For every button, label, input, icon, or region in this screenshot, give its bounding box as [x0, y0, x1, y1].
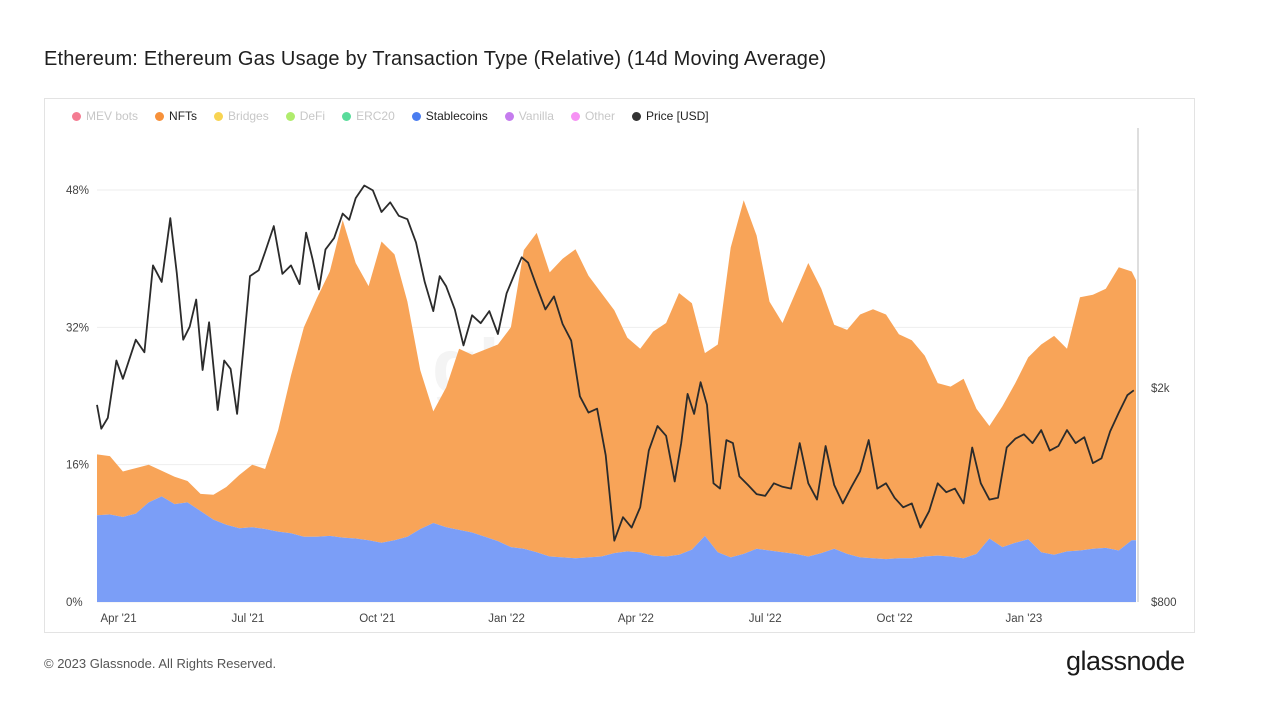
legend-dot-icon [214, 111, 224, 121]
legend-label: DeFi [299, 109, 326, 123]
legend-dot-icon [342, 111, 352, 121]
legend-label: Other [584, 109, 615, 123]
x-tick-label: Apr '21 [101, 613, 137, 625]
legend-label: Stablecoins [425, 109, 488, 123]
legend-dot-icon [570, 111, 580, 121]
legend-dot-icon [155, 111, 165, 121]
legend-dot-icon [631, 111, 641, 121]
y-right-tick-label: $2k [1151, 383, 1170, 395]
legend-item-nfts[interactable]: NFTs [155, 109, 197, 123]
x-tick-label: Jan '22 [488, 613, 525, 625]
legend-label: Vanilla [518, 109, 554, 123]
x-tick-label: Apr '22 [618, 613, 654, 625]
x-tick-label: Jul '21 [231, 613, 264, 625]
legend-item-other[interactable]: Other [570, 109, 615, 123]
chart-legend: MEV bots NFTs Bridges DeFi ERC20 Stablecoins V… [72, 109, 726, 123]
legend-item-erc20[interactable]: ERC20 [342, 109, 395, 123]
chart-panel [44, 98, 1195, 633]
x-tick-label: Jul '22 [749, 613, 782, 625]
legend-item-defi[interactable]: DeFi [285, 109, 326, 123]
x-tick-label: Jan '23 [1006, 613, 1043, 625]
y-tick-label: 16% [66, 460, 89, 472]
y-right-tick-label: $800 [1151, 597, 1177, 609]
legend-label: Price [USD] [645, 109, 709, 123]
legend-dot-icon [504, 111, 514, 121]
nfts-area [97, 200, 1136, 560]
legend-item-vanilla[interactable]: Vanilla [504, 109, 554, 123]
legend-item-stablecoins[interactable]: Stablecoins [411, 109, 488, 123]
y-tick-label: 32% [66, 322, 89, 334]
legend-label: NFTs [169, 109, 198, 123]
brand-logo[interactable]: glassnode [1066, 646, 1185, 676]
stablecoins-area [97, 496, 1136, 602]
price-line [96, 184, 1135, 542]
legend-label: Bridges [228, 109, 269, 123]
legend-item-bridges[interactable]: Bridges [214, 109, 269, 123]
legend-dot-icon [72, 111, 81, 121]
y-tick-label: 48% [66, 185, 89, 197]
y-tick-label: 0% [66, 597, 83, 609]
legend-dot-icon [411, 111, 421, 121]
x-tick-label: Oct '22 [877, 613, 913, 625]
legend-label: ERC20 [356, 109, 395, 123]
x-tick-label: Oct '21 [359, 613, 395, 625]
copyright-notice: © 2023 Glassnode. All Rights Reserved. [44, 656, 277, 671]
chart-title: Ethereum: Ethereum Gas Usage by Transact… [44, 48, 827, 70]
legend-item-price-usd[interactable]: Price [USD] [631, 109, 709, 123]
legend-item-mev-bots[interactable]: MEV bots [72, 109, 138, 123]
legend-dot-icon [285, 111, 295, 121]
legend-label: MEV bots [86, 109, 139, 123]
